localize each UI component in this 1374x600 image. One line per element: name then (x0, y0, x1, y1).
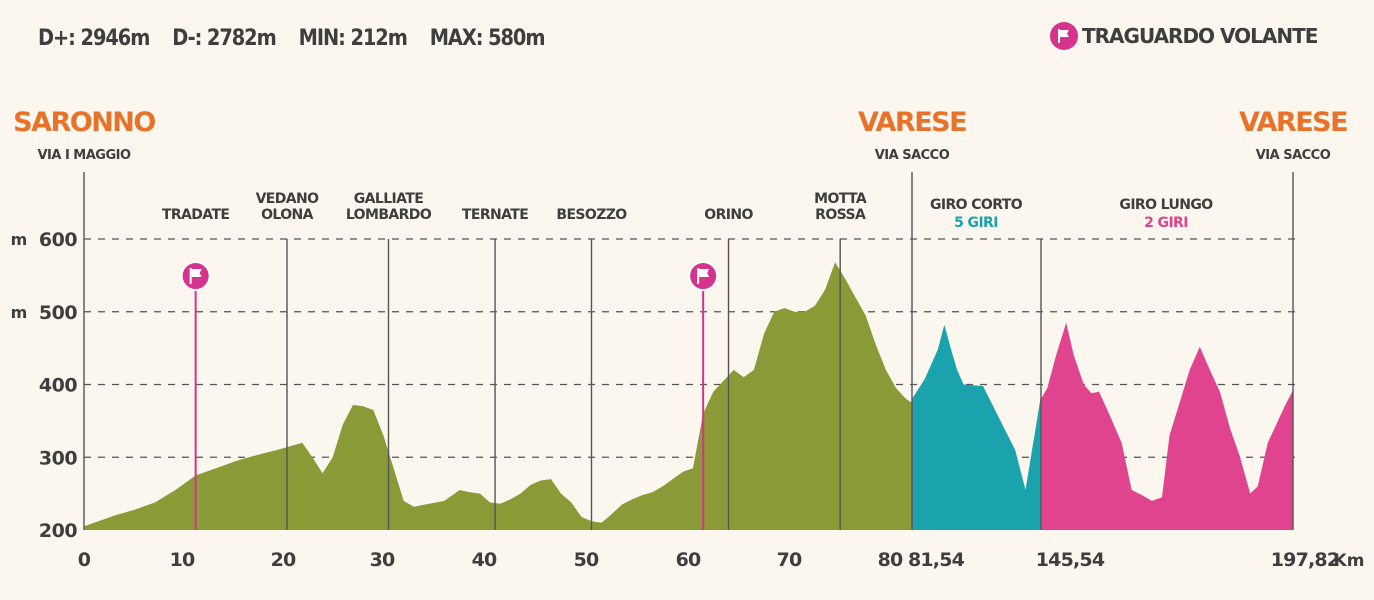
town-label: LOMBARDO (346, 207, 432, 223)
loop-name: GIRO CORTO (930, 197, 1023, 213)
y-tick-label: 600 (39, 229, 77, 251)
stat-max: MAX: 580m (429, 26, 546, 51)
x-tick-label: 10 (170, 549, 195, 571)
y-tick-label: 400 (39, 375, 77, 397)
x-tick-label: 81,54 (908, 549, 965, 571)
legend: TRAGUARDO VOLANTE (1050, 20, 1318, 52)
stats-bar: D+: 2946m D-: 2782m MIN: 212m MAX: 580m (38, 26, 546, 51)
x-tick-label: 40 (472, 549, 497, 571)
y-unit-label: m (11, 303, 28, 322)
town-label: TERNATE (462, 207, 528, 223)
town-label: TRADATE (162, 207, 229, 223)
x-tick-label: 80 (878, 549, 903, 571)
city-name: SARONNO (13, 107, 155, 138)
sprint-flag-cloth (191, 269, 202, 277)
town-label: MOTTA (814, 191, 867, 207)
loop-name: GIRO LUNGO (1119, 197, 1213, 213)
town-label: ORINO (704, 207, 753, 223)
legend-label: TRAGUARDO VOLANTE (1082, 24, 1318, 48)
x-tick-label: 70 (777, 549, 802, 571)
flag-icon (1050, 22, 1078, 50)
x-tick-label: 0 (78, 549, 91, 571)
elevation-area-main (84, 262, 912, 530)
stat-d-minus: D-: 2782m (172, 26, 277, 51)
x-unit-label: Km (1334, 551, 1365, 571)
town-label: BESOZZO (556, 207, 627, 223)
x-tick-label: 30 (370, 549, 395, 571)
elevation-area-giro-corto (912, 324, 1041, 530)
city-sub: VIA SACCO (875, 148, 950, 163)
town-label: VEDANO (256, 191, 320, 207)
x-tick-label: 145,54 (1036, 549, 1105, 571)
loop-laps: 5 GIRI (954, 215, 998, 231)
town-label: GALLIATE (354, 191, 423, 207)
x-tick-label: 197,82 (1271, 549, 1340, 571)
sprint-flag-cloth (699, 269, 710, 277)
stat-d-plus: D+: 2946m (38, 26, 150, 51)
x-tick-label: 20 (271, 549, 296, 571)
city-name: VARESE (1239, 107, 1347, 138)
loop-laps: 2 GIRI (1144, 215, 1188, 231)
y-tick-label: 200 (39, 520, 77, 542)
stat-min: MIN: 212m (298, 26, 408, 51)
y-tick-label: 300 (39, 447, 77, 469)
city-name: VARESE (858, 107, 966, 138)
elevation-area-giro-lungo (1041, 322, 1293, 530)
x-tick-label: 50 (574, 549, 599, 571)
y-unit-label: m (11, 230, 28, 249)
x-tick-label: 60 (676, 549, 701, 571)
town-label: ROSSA (815, 207, 866, 223)
city-sub: VIA I MAGGIO (37, 148, 131, 163)
city-sub: VIA SACCO (1256, 148, 1331, 163)
y-tick-label: 500 (39, 302, 77, 324)
town-label: OLONA (261, 207, 314, 223)
